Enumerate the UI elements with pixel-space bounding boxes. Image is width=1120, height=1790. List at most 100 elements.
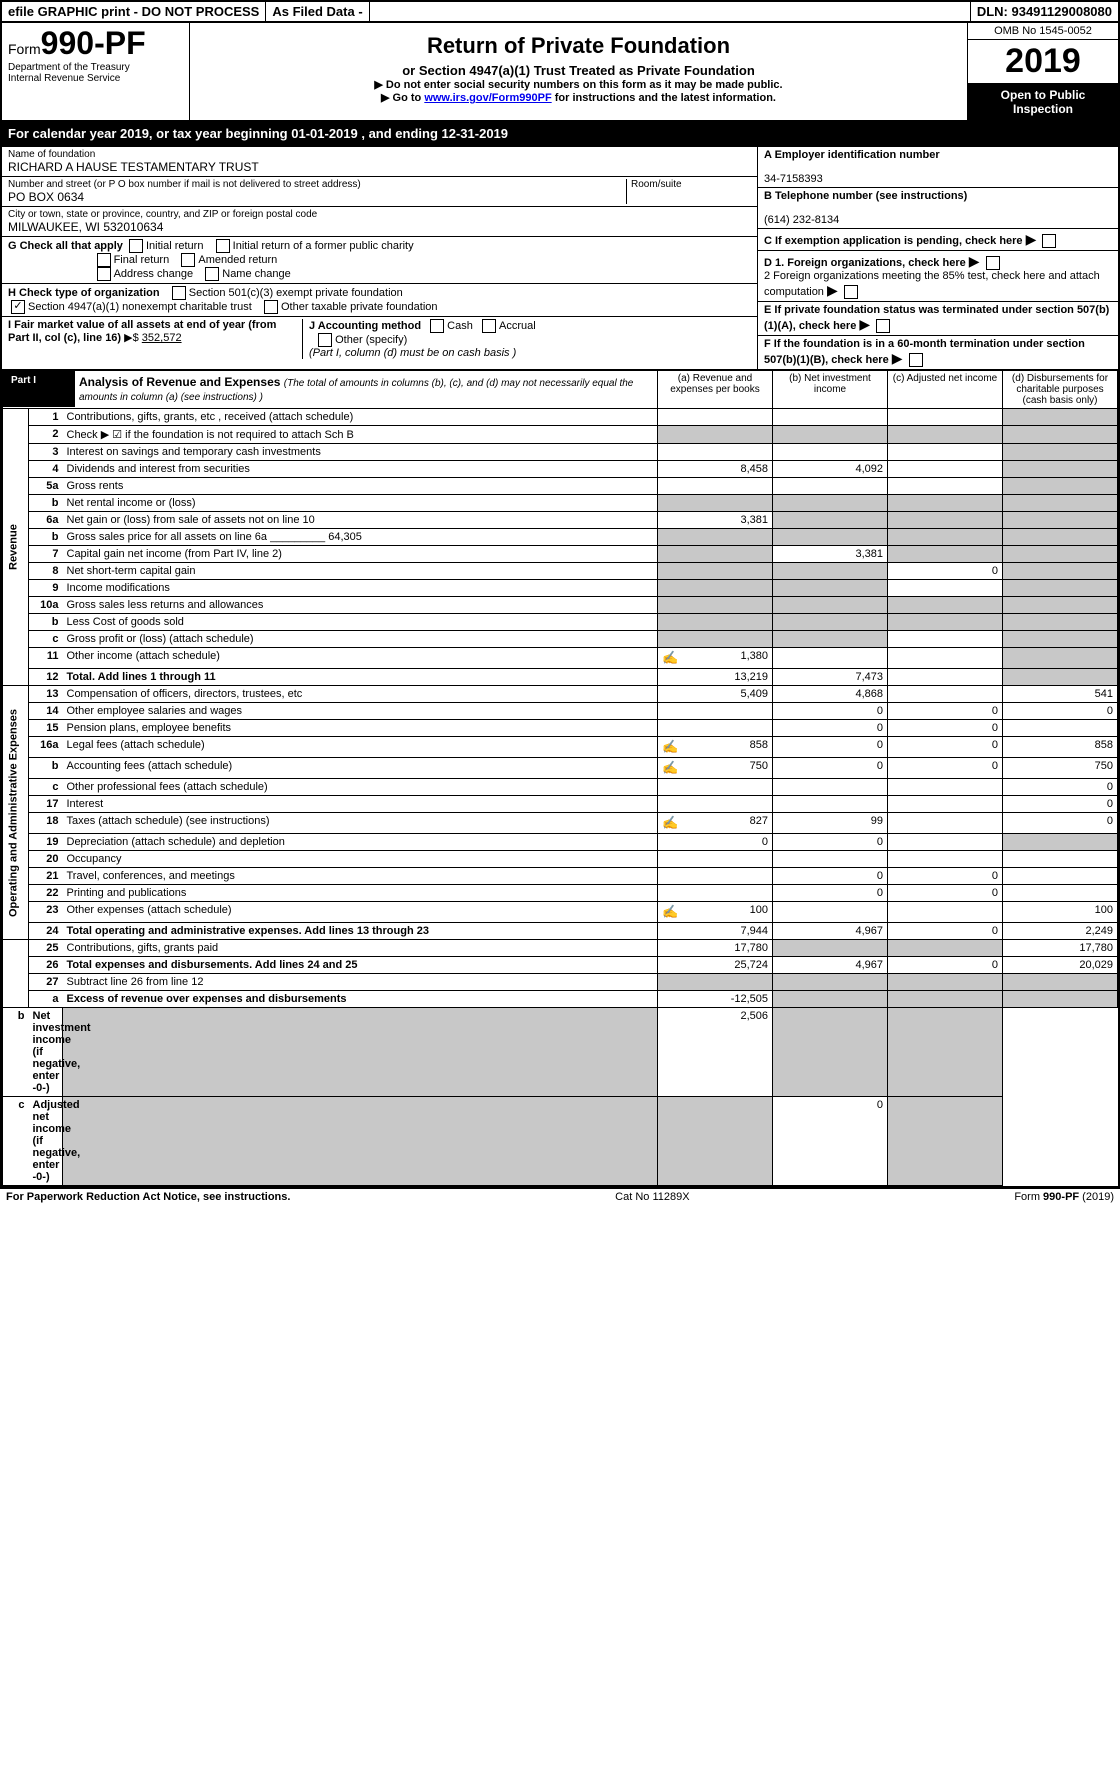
cell-value <box>773 851 888 868</box>
cell-value <box>888 409 1003 426</box>
line-number: b <box>29 614 63 631</box>
dept-treasury: Department of the Treasury <box>8 62 183 73</box>
omb-number: OMB No 1545-0052 <box>968 23 1118 40</box>
cell-value <box>773 614 888 631</box>
table-row: cAdjusted net income (if negative, enter… <box>3 1097 1118 1186</box>
chk-cash[interactable] <box>430 319 444 333</box>
cell-value <box>888 779 1003 796</box>
footer-left: For Paperwork Reduction Act Notice, see … <box>6 1191 290 1203</box>
line-desc: Compensation of officers, directors, tru… <box>63 686 658 703</box>
table-row: 21Travel, conferences, and meetings00 <box>3 868 1118 885</box>
chk-f[interactable] <box>909 353 923 367</box>
line-number: 20 <box>29 851 63 868</box>
chk-501c3[interactable] <box>172 286 186 300</box>
line-desc: Interest <box>63 796 658 813</box>
cell-value: 25,724 <box>658 957 773 974</box>
cell-value <box>658 703 773 720</box>
cell-value <box>773 478 888 495</box>
chk-d2[interactable] <box>844 285 858 299</box>
cell-value: 0 <box>888 758 1003 779</box>
d-cell: D 1. Foreign organizations, check here ▶… <box>758 251 1118 302</box>
line-desc: Check ▶ ☑ if the foundation is not requi… <box>63 426 658 444</box>
chk-4947[interactable]: ✓ <box>11 300 25 314</box>
chk-initial[interactable] <box>129 239 143 253</box>
line-number: 8 <box>29 563 63 580</box>
line-number: 18 <box>29 813 63 834</box>
cell-value: ✍827 <box>658 813 773 834</box>
chk-name-change[interactable] <box>205 267 219 281</box>
line-desc: Printing and publications <box>63 885 658 902</box>
cell-value <box>658 868 773 885</box>
chk-d1[interactable] <box>986 256 1000 270</box>
org-name: RICHARD A HAUSE TESTAMENTARY TRUST <box>8 160 751 174</box>
cell-value: 8,458 <box>658 461 773 478</box>
chk-final[interactable] <box>97 253 111 267</box>
phone-cell: B Telephone number (see instructions) (6… <box>758 188 1118 229</box>
note-ssn: ▶ Do not enter social security numbers o… <box>196 78 961 91</box>
chk-e[interactable] <box>876 319 890 333</box>
table-row: 12Total. Add lines 1 through 1113,2197,4… <box>3 669 1118 686</box>
form-prefix: Form <box>8 41 41 57</box>
line-number: 4 <box>29 461 63 478</box>
table-row: 26Total expenses and disbursements. Add … <box>3 957 1118 974</box>
cell-value <box>658 529 773 546</box>
chk-c[interactable] <box>1042 234 1056 248</box>
attach-icon[interactable]: ✍ <box>662 650 678 666</box>
attach-icon[interactable]: ✍ <box>662 760 678 776</box>
chk-amended[interactable] <box>181 253 195 267</box>
chk-other-taxable[interactable] <box>264 300 278 314</box>
cell-value: ✍100 <box>658 902 773 923</box>
attach-icon[interactable]: ✍ <box>662 815 678 831</box>
ein-value: 34-7158393 <box>764 173 823 185</box>
line-desc: Excess of revenue over expenses and disb… <box>63 991 658 1008</box>
cell-value <box>1003 669 1118 686</box>
cell-value: 17,780 <box>658 940 773 957</box>
cell-value <box>658 796 773 813</box>
cell-value <box>888 546 1003 563</box>
cell-value <box>1003 426 1118 444</box>
cell-value <box>658 580 773 597</box>
cell-value <box>658 631 773 648</box>
cell-value <box>1003 546 1118 563</box>
open-public-badge: Open to Public Inspection <box>968 84 1118 120</box>
cell-value <box>658 546 773 563</box>
line-number: b <box>29 758 63 779</box>
top-bar: efile GRAPHIC print - DO NOT PROCESS As … <box>2 2 1118 23</box>
cell-value: 0 <box>888 923 1003 940</box>
cell-value: -12,505 <box>658 991 773 1008</box>
cell-value <box>888 461 1003 478</box>
cell-value: 0 <box>888 563 1003 580</box>
cell-value: 0 <box>1003 779 1118 796</box>
attach-icon[interactable]: ✍ <box>662 904 678 920</box>
note-goto: ▶ Go to www.irs.gov/Form990PF for instru… <box>196 91 961 104</box>
cell-value: 0 <box>888 737 1003 758</box>
table-row: 25Contributions, gifts, grants paid17,78… <box>3 940 1118 957</box>
org-city: MILWAUKEE, WI 532010634 <box>8 220 751 234</box>
cell-value: 0 <box>773 758 888 779</box>
line-desc: Taxes (attach schedule) (see instruction… <box>63 813 658 834</box>
cell-value <box>888 1008 1003 1097</box>
line-number: 9 <box>29 580 63 597</box>
line-number: 6a <box>29 512 63 529</box>
chk-other-method[interactable] <box>318 333 332 347</box>
line-number: b <box>29 495 63 512</box>
attach-icon[interactable]: ✍ <box>662 739 678 755</box>
chk-addr-change[interactable] <box>97 267 111 281</box>
line-desc: Gross profit or (loss) (attach schedule) <box>63 631 658 648</box>
irs-link[interactable]: www.irs.gov/Form990PF <box>424 92 551 104</box>
cell-value: 17,780 <box>1003 940 1118 957</box>
cell-value <box>658 885 773 902</box>
chk-accrual[interactable] <box>482 319 496 333</box>
line-number: 27 <box>29 974 63 991</box>
table-row: 24Total operating and administrative exp… <box>3 923 1118 940</box>
cell-value: 0 <box>773 868 888 885</box>
line-number: 2 <box>29 426 63 444</box>
table-row: 10aGross sales less returns and allowanc… <box>3 597 1118 614</box>
top-bar-spacer <box>370 2 971 21</box>
chk-initial-former[interactable] <box>216 239 230 253</box>
cell-value: 0 <box>888 703 1003 720</box>
cell-value: 0 <box>888 868 1003 885</box>
cell-value: 20,029 <box>1003 957 1118 974</box>
cell-value <box>658 720 773 737</box>
cell-value: 0 <box>888 957 1003 974</box>
